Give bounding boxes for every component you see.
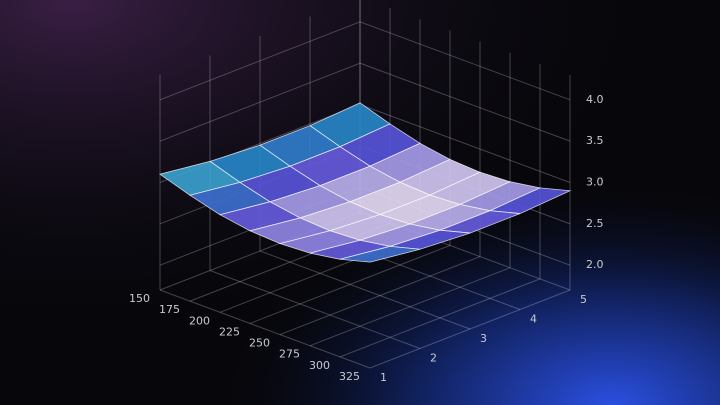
grid-line: [359, 62, 571, 142]
y-tick-label: 5: [580, 293, 587, 306]
x-tick-label: 300: [309, 359, 330, 372]
z-tick-label: 3.5: [586, 134, 604, 147]
grid-line: [259, 250, 471, 330]
grid-line: [309, 267, 511, 347]
grid-line: [159, 21, 361, 101]
grid-line: [209, 270, 421, 349]
x-tick-label: 250: [249, 337, 270, 350]
surface-cell: [339, 245, 421, 263]
x-tick-label: 225: [219, 325, 240, 338]
grid-line: [359, 104, 571, 183]
x-tick-label: 200: [189, 314, 210, 327]
grid-line: [249, 244, 451, 324]
grid-line: [279, 256, 481, 336]
grid-line: [159, 62, 361, 142]
grid-line: [339, 278, 541, 358]
z-tick-label: 3.0: [586, 176, 604, 189]
y-tick-label: 1: [380, 371, 387, 384]
grid-line: [159, 289, 371, 369]
y-tick-label: 3: [480, 332, 487, 345]
grid-line: [359, 21, 571, 101]
z-tick-label: 4.0: [586, 93, 604, 106]
y-tick-label: 2: [430, 352, 437, 365]
x-tick-label: 275: [279, 348, 300, 361]
z-tick-label: 2.0: [586, 258, 604, 271]
z-tick-label: 2.5: [586, 217, 604, 230]
x-tick-label: 175: [159, 303, 180, 316]
x-tick-label: 325: [339, 370, 360, 383]
grid-line: [369, 289, 571, 369]
x-tick-label: 150: [129, 292, 150, 305]
y-tick-label: 4: [530, 313, 537, 326]
